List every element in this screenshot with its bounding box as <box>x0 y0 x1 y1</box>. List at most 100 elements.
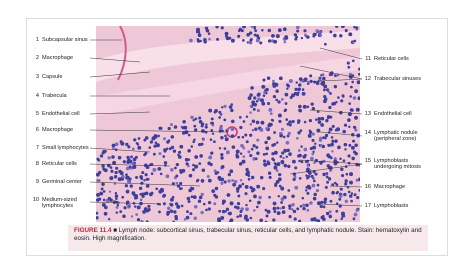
cell <box>244 192 248 196</box>
cell <box>355 178 359 182</box>
cell <box>273 165 278 170</box>
cell <box>125 189 130 194</box>
cell <box>278 184 282 188</box>
cell <box>355 26 359 30</box>
cell <box>271 33 275 38</box>
cell <box>319 34 322 37</box>
cell <box>257 97 261 101</box>
cell <box>274 183 278 187</box>
cell <box>220 26 224 30</box>
cell <box>250 26 254 29</box>
label-number: 8 <box>35 161 39 167</box>
cell <box>285 118 289 121</box>
cell <box>213 202 217 206</box>
cell <box>253 209 256 212</box>
cell <box>250 86 254 90</box>
cell <box>260 98 265 103</box>
cell <box>283 148 287 153</box>
cell <box>306 105 310 109</box>
cell <box>196 39 201 43</box>
cell <box>116 204 120 207</box>
cell <box>282 135 286 139</box>
cell <box>312 177 315 180</box>
cell <box>199 154 203 158</box>
cell <box>285 140 290 145</box>
cell <box>192 163 195 167</box>
cell <box>216 171 220 174</box>
cell <box>125 142 129 147</box>
cell <box>220 135 224 140</box>
cell <box>348 102 351 105</box>
cell <box>224 134 227 138</box>
cell <box>192 195 197 200</box>
cell <box>300 145 303 148</box>
figure-number: FIGURE 11.4 <box>74 227 112 234</box>
cell <box>193 216 197 220</box>
label-number: 3 <box>35 74 39 80</box>
cell <box>273 39 277 44</box>
cell <box>316 201 321 206</box>
cell <box>295 26 300 30</box>
cell <box>180 187 183 190</box>
cell <box>137 137 141 140</box>
cell <box>291 194 295 199</box>
cell <box>252 157 256 161</box>
label: 3 Capsule <box>30 74 94 80</box>
cell <box>352 59 355 63</box>
cell <box>135 196 139 200</box>
cell <box>219 113 223 116</box>
cell <box>221 209 226 214</box>
cell <box>145 177 149 181</box>
cell <box>115 197 118 200</box>
cell <box>357 72 360 76</box>
cell <box>327 144 331 147</box>
cell <box>328 127 333 132</box>
cell <box>188 188 192 193</box>
cell <box>349 180 353 185</box>
cell <box>258 195 262 200</box>
cell <box>259 127 264 132</box>
cell <box>297 119 301 123</box>
cell <box>198 119 203 124</box>
cell <box>340 99 344 103</box>
cell <box>350 192 354 195</box>
cell <box>311 183 316 188</box>
cell <box>279 155 283 158</box>
cell <box>235 149 240 154</box>
cell <box>271 152 275 156</box>
cell <box>226 193 231 197</box>
label-number: 9 <box>35 179 39 185</box>
cell <box>328 105 332 110</box>
cell <box>197 33 202 38</box>
cell <box>140 181 144 185</box>
cell <box>253 194 257 199</box>
cell <box>306 167 310 172</box>
cell <box>155 187 159 191</box>
label-number: 2 <box>35 55 39 61</box>
cell <box>324 133 329 138</box>
cell <box>254 29 258 33</box>
cell <box>323 94 327 99</box>
cell <box>273 162 277 165</box>
cell <box>198 195 203 200</box>
cell <box>229 169 234 174</box>
cell <box>107 156 111 160</box>
cell <box>328 165 333 170</box>
cell <box>344 29 348 33</box>
cell <box>357 96 360 101</box>
cell <box>242 26 246 29</box>
cell <box>267 28 272 33</box>
label-number: 13 <box>364 111 371 117</box>
cell <box>323 99 327 104</box>
cell <box>317 117 321 121</box>
cell <box>347 154 351 158</box>
cell <box>192 119 195 122</box>
cell <box>187 133 191 137</box>
cell <box>172 220 175 222</box>
cell <box>300 160 304 164</box>
label-text: Lymphoblasts <box>374 203 409 209</box>
cell <box>158 203 162 206</box>
cell <box>249 38 253 42</box>
cell <box>329 92 332 95</box>
cell <box>288 207 291 210</box>
